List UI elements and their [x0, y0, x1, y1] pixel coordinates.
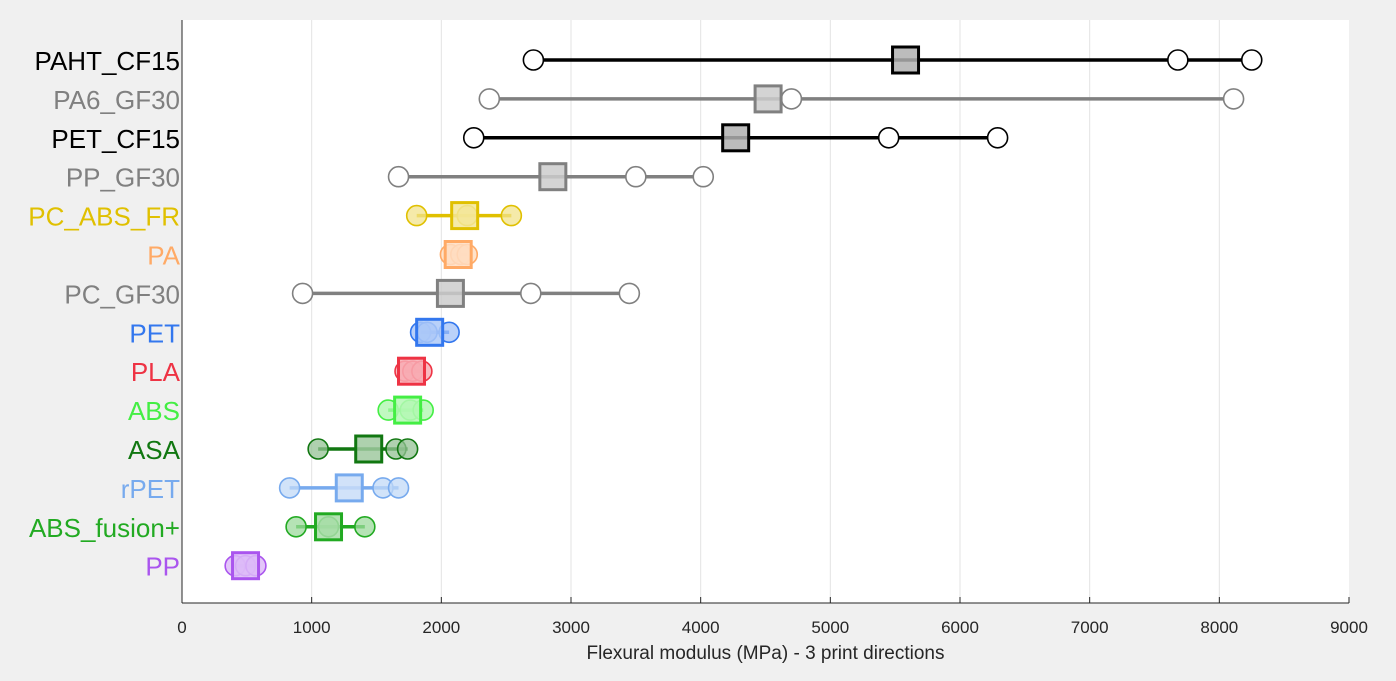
series-row-PAHT_CF15	[522, 45, 1263, 75]
series-row-ABS_fusion+	[285, 512, 376, 542]
series-row-PP_GF30	[387, 162, 715, 192]
x-axis: 0 1000 2000 3000 4000 5000 6000 7000 8000 9000	[177, 20, 1368, 637]
mean-marker	[354, 434, 384, 464]
data-point	[877, 127, 900, 149]
data-point	[278, 477, 301, 499]
y-tick-label: PP_GF30	[66, 163, 180, 193]
data-point	[396, 438, 419, 460]
y-tick-label: PC_ABS_FR	[28, 202, 180, 232]
x-tick-label: 2000	[422, 618, 460, 637]
data-point	[307, 438, 329, 460]
mean-marker	[443, 240, 473, 269]
data-point	[478, 88, 501, 110]
y-tick-label: PET_CF15	[51, 124, 180, 154]
mean-marker	[334, 473, 364, 503]
mean-marker	[721, 123, 751, 153]
x-tick-label: 0	[177, 618, 186, 637]
mean-marker	[314, 512, 344, 542]
x-tick-label: 6000	[941, 618, 979, 637]
mean-marker	[753, 84, 783, 114]
y-tick-label: rPET	[121, 474, 180, 504]
y-tick-label: ASA	[128, 435, 181, 465]
series-row-PA	[439, 240, 479, 269]
series-row-PA6_GF30	[478, 84, 1245, 114]
data-point	[387, 165, 410, 188]
y-tick-label: ABS_fusion+	[29, 513, 180, 543]
x-tick-label: 9000	[1330, 618, 1368, 637]
grid-lines	[311, 20, 1220, 603]
data-point	[692, 165, 715, 188]
data-point	[986, 127, 1009, 149]
y-tick-label: PP	[145, 552, 180, 582]
x-tick-label: 3000	[552, 618, 590, 637]
series-row-PET_CF15	[462, 123, 1009, 153]
x-tick-label: 1000	[293, 618, 331, 637]
mean-marker	[435, 278, 465, 308]
series-row-PC_GF30	[291, 278, 641, 308]
mean-marker	[450, 201, 480, 231]
series-row-rPET	[278, 473, 410, 503]
mean-marker	[415, 317, 445, 347]
y-tick-labels: PAHT_CF15 PA6_GF30 PET_CF15 PP_GF30 PC_ABS_F…	[28, 46, 180, 582]
data-point	[500, 204, 523, 227]
data-point	[291, 282, 314, 305]
y-tick-label: PC_GF30	[64, 279, 180, 309]
x-tick-label: 5000	[811, 618, 849, 637]
data-point	[285, 515, 307, 538]
series-row-ABS	[377, 395, 434, 425]
series-layer	[224, 45, 1263, 581]
data-point	[462, 127, 485, 149]
y-tick-label: PET	[129, 318, 180, 348]
plot-area	[182, 20, 1349, 603]
x-tick-label: 8000	[1200, 618, 1238, 637]
series-row-PLA	[394, 356, 433, 386]
mean-marker	[393, 395, 423, 425]
y-tick-label: PLA	[131, 357, 181, 387]
data-point	[625, 165, 647, 188]
x-tick-label: 4000	[682, 618, 720, 637]
data-point	[1240, 49, 1263, 71]
series-row-PC_ABS_FR	[405, 201, 523, 231]
data-point	[405, 204, 428, 227]
data-point	[618, 282, 641, 305]
data-point	[522, 49, 545, 71]
x-tick-label: 7000	[1071, 618, 1109, 637]
y-tick-label: PAHT_CF15	[35, 46, 180, 76]
mean-marker	[891, 45, 921, 75]
data-point	[1222, 88, 1245, 110]
x-axis-label: Flexural modulus (MPa) - 3 print directi…	[587, 643, 945, 664]
y-tick-label: ABS	[128, 396, 180, 426]
y-tick-label: PA	[147, 241, 180, 271]
mean-marker	[397, 356, 427, 386]
data-point	[387, 477, 410, 499]
series-row-PP	[224, 551, 267, 581]
data-point	[1167, 49, 1189, 71]
series-row-ASA	[307, 434, 419, 464]
data-point	[354, 515, 376, 538]
series-row-PET	[409, 317, 460, 347]
data-point	[520, 282, 542, 305]
mean-marker	[538, 162, 568, 192]
data-point	[780, 88, 803, 110]
mean-marker	[231, 551, 261, 581]
y-tick-label: PA6_GF30	[53, 85, 180, 115]
